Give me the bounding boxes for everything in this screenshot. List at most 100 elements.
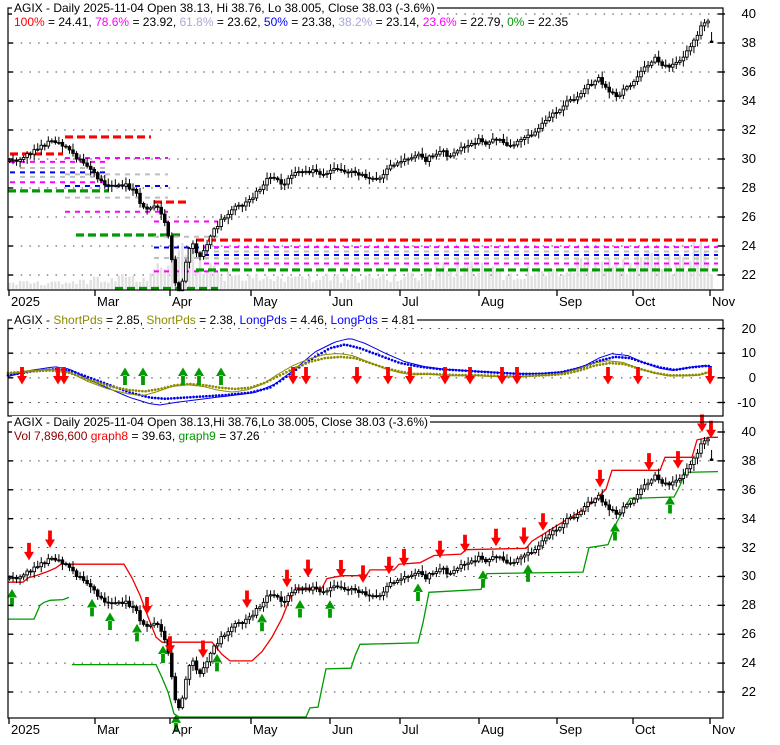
indicator-panel-title: AGIX - ShortPds = 2.85, ShortPds = 2.38,… <box>12 313 417 328</box>
volume-legend: Vol 7,896,600 graph8 = 39.63, graph9 = 3… <box>12 429 262 444</box>
indicator-title-run: = 2.38, <box>195 313 240 327</box>
sell-arrow-icon <box>45 530 55 548</box>
sell-arrow-icon <box>352 367 362 385</box>
fib-legend-run: = 23.92, <box>129 15 180 29</box>
buy-arrow-icon <box>478 570 488 588</box>
volume-legend-run: graph8 <box>90 429 129 443</box>
month-label: Jun <box>332 294 353 309</box>
y-axis-label: 30 <box>741 151 756 166</box>
indicator-title-run: ShortPds <box>53 313 103 327</box>
fib-legend-run: = 22.35 <box>524 15 569 29</box>
sell-arrow-icon <box>405 367 415 385</box>
indicator-title-run: = 4.46, <box>286 313 331 327</box>
indicator-title-run: ShortPds <box>146 313 196 327</box>
buy-arrow-icon <box>325 600 335 618</box>
y-axis-label: 20 <box>741 320 756 336</box>
buy-arrow-icon <box>413 583 423 601</box>
indicator-title-run: AGIX - <box>14 313 54 327</box>
month-label: Jul <box>402 294 419 309</box>
fib-legend-run: 50% <box>263 15 288 29</box>
sell-arrow-icon <box>497 367 507 385</box>
fib-legend: 100% = 24.41, 78.6% = 23.92, 61.8% = 23.… <box>12 15 571 30</box>
indicator-title-run: = 2.85, <box>102 313 147 327</box>
buy-arrow-icon <box>158 645 168 664</box>
month-label: Aug <box>481 294 505 309</box>
indicator-title-run: LongPds <box>330 313 378 327</box>
sell-arrow-icon <box>435 540 445 559</box>
fib-legend-run: 100% <box>14 15 45 29</box>
volume-legend-run: Vol 7,896,600 <box>14 429 91 443</box>
y-axis-label: 0 <box>748 369 756 385</box>
sell-arrow-icon <box>633 367 643 385</box>
y-axis-label: 38 <box>741 35 756 50</box>
y-axis-label: 40 <box>741 6 756 21</box>
sell-arrow-icon <box>59 367 69 385</box>
sell-arrow-icon <box>603 367 613 385</box>
sell-arrow-icon <box>301 367 311 385</box>
sell-arrow-icon <box>288 367 298 385</box>
sell-arrow-icon <box>538 513 548 531</box>
month-label: Oct <box>635 294 656 309</box>
month-label: Mar <box>97 294 120 309</box>
month-label: Jul <box>402 722 419 737</box>
month-label: Oct <box>635 722 656 737</box>
y-axis-label: 34 <box>741 93 756 108</box>
y-axis-label: 32 <box>741 539 756 555</box>
sell-arrow-icon <box>519 527 529 546</box>
sell-arrow-icon <box>491 528 501 547</box>
indicator-title-run: = 4.81 <box>377 313 415 327</box>
stops-panel-title: AGIX - Daily 2025-11-04 Open 38.13,Hi 38… <box>12 415 431 430</box>
fib-legend-run: = 23.62, <box>213 15 264 29</box>
fib-legend-run: = 24.41, <box>44 15 96 29</box>
sell-arrow-icon <box>282 569 292 588</box>
sell-arrow-icon <box>673 451 683 469</box>
y-axis-label: 26 <box>741 626 756 642</box>
buy-arrow-icon <box>610 523 620 541</box>
y-axis-label: 30 <box>741 568 756 584</box>
sell-arrow-icon <box>165 636 175 654</box>
fib-legend-run: 0% <box>507 15 525 29</box>
y-axis-label: 22 <box>741 684 756 699</box>
y-axis-label: 32 <box>741 122 756 137</box>
buy-arrow-icon <box>132 623 142 642</box>
sell-arrow-icon <box>644 453 654 471</box>
month-label: 2025 <box>11 722 40 737</box>
sell-arrow-icon <box>465 367 475 385</box>
y-axis-label: 38 <box>741 452 756 468</box>
month-label: Mar <box>97 722 120 737</box>
buy-arrow-icon <box>665 496 675 514</box>
price-panel-title: AGIX - Daily 2025-11-04 Open 38.13, Hi 3… <box>12 1 437 16</box>
month-label: May <box>253 722 278 737</box>
month-label: Sep <box>559 294 583 309</box>
sell-arrow-icon <box>706 420 716 439</box>
y-axis-label: 36 <box>741 481 756 497</box>
y-axis-label: 24 <box>741 238 756 253</box>
buy-arrow-icon <box>120 367 130 385</box>
buy-arrow-icon <box>178 367 188 385</box>
month-label: Nov <box>712 722 736 737</box>
buy-arrow-icon <box>7 589 17 607</box>
y-axis-label: 24 <box>741 655 756 671</box>
sell-arrow-icon <box>595 469 605 488</box>
sell-arrow-icon <box>512 367 522 385</box>
sell-arrow-icon <box>17 367 27 385</box>
buy-arrow-icon <box>105 612 115 631</box>
buy-arrow-icon <box>295 599 305 618</box>
sell-arrow-icon <box>303 559 313 578</box>
indicator-title-run: LongPds <box>239 313 287 327</box>
y-axis-label: 36 <box>741 64 756 79</box>
buy-arrow-icon <box>87 598 97 617</box>
month-label: Nov <box>712 294 736 309</box>
buy-arrow-icon <box>212 653 222 672</box>
sell-arrow-icon <box>705 367 715 385</box>
buy-arrow-icon <box>171 714 181 732</box>
sell-arrow-icon <box>384 556 394 575</box>
sell-arrow-icon <box>336 560 346 578</box>
fib-legend-run: 38.2% <box>338 15 373 29</box>
sell-arrow-icon <box>358 565 368 583</box>
y-axis-label: 34 <box>741 510 756 526</box>
sell-arrow-icon <box>142 597 152 615</box>
y-axis-label: 40 <box>741 424 756 439</box>
fib-legend-run: 78.6% <box>95 15 130 29</box>
